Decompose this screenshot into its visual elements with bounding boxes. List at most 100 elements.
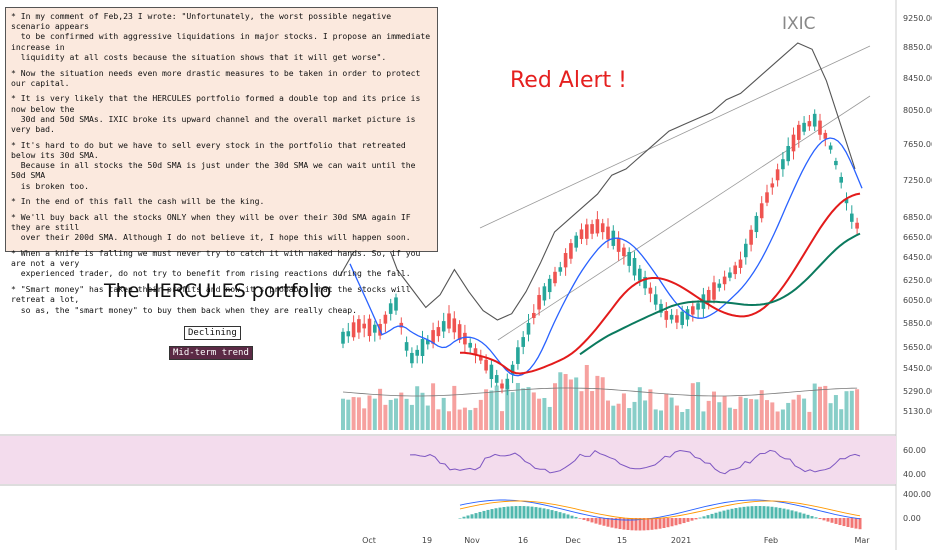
candle-body bbox=[706, 289, 711, 303]
candle-body bbox=[797, 124, 801, 140]
macd-histogram-bar bbox=[762, 506, 766, 519]
candle-body bbox=[500, 383, 504, 389]
candle-body bbox=[404, 342, 409, 351]
macd-histogram-bar bbox=[786, 509, 790, 519]
candle-body bbox=[828, 145, 833, 150]
macd-histogram-bar bbox=[810, 516, 814, 519]
volume-bar bbox=[833, 395, 838, 430]
volume-bar bbox=[765, 400, 769, 430]
volume-bar bbox=[839, 409, 844, 430]
volume-bar bbox=[828, 403, 833, 430]
candle-body bbox=[627, 251, 631, 266]
volume-bar bbox=[674, 405, 679, 430]
comment-8: * "Smart money" has taken their profits … bbox=[11, 284, 411, 315]
candle-body bbox=[802, 122, 806, 132]
candle-body bbox=[351, 322, 356, 338]
macd-histogram-bar bbox=[710, 513, 714, 519]
volume-bar bbox=[770, 402, 775, 430]
volume-bar bbox=[383, 404, 388, 430]
macd-histogram-bar bbox=[850, 518, 854, 528]
candle-body bbox=[505, 378, 510, 389]
candlesticks bbox=[341, 109, 859, 396]
comment-box: * In my comment of Feb,23 I wrote: "Unfo… bbox=[5, 7, 438, 315]
volume-bar bbox=[722, 396, 727, 430]
macd-histogram-bar bbox=[574, 516, 578, 519]
candle-body bbox=[632, 258, 637, 276]
candle-body bbox=[542, 286, 547, 301]
trend-badge: Mid-term trend bbox=[169, 346, 253, 360]
comment-2: * Now the situation needs even more dras… bbox=[11, 67, 426, 88]
time-tick-label: Feb bbox=[764, 536, 778, 545]
volume-bar bbox=[447, 411, 451, 430]
macd-histogram-bar bbox=[730, 508, 734, 519]
macd-histogram-bar bbox=[774, 507, 778, 519]
candle-body bbox=[346, 331, 351, 337]
candle-body bbox=[484, 359, 488, 371]
candle-body bbox=[574, 235, 578, 248]
candle-body bbox=[680, 311, 684, 325]
macd-histogram-bar bbox=[802, 513, 806, 519]
volume-bar bbox=[367, 395, 372, 430]
macd-histogram-bar bbox=[742, 506, 746, 519]
macd-histogram-bar bbox=[798, 512, 802, 519]
macd-histogram-bar bbox=[582, 518, 586, 520]
candle-body bbox=[839, 176, 843, 183]
macd-histogram-bar bbox=[474, 513, 478, 519]
macd-histogram-bar bbox=[738, 507, 742, 519]
red-alert-label: Red Alert ! bbox=[510, 68, 627, 93]
candle-body bbox=[781, 159, 785, 170]
macd-histogram-bar bbox=[818, 518, 822, 520]
volume-bar bbox=[372, 398, 377, 430]
candle-body bbox=[468, 342, 472, 348]
macd-histogram-bar bbox=[538, 507, 542, 519]
macd-histogram-bar bbox=[518, 506, 522, 519]
ixic-line bbox=[339, 42, 856, 321]
candle-body bbox=[436, 327, 441, 337]
macd-histogram-bar bbox=[642, 518, 646, 531]
volume-bar bbox=[600, 377, 605, 430]
candle-body bbox=[728, 272, 732, 278]
candle-body bbox=[759, 203, 764, 219]
volume-bar bbox=[526, 387, 531, 430]
macd-histogram-bar bbox=[542, 508, 546, 519]
candle-body bbox=[547, 278, 552, 293]
macd-histogram-bar bbox=[702, 516, 706, 519]
candle-body bbox=[669, 314, 674, 320]
volume-bar bbox=[521, 388, 526, 430]
time-tick-label: Dec bbox=[565, 536, 580, 545]
candle-body bbox=[452, 318, 457, 333]
rsi-band bbox=[0, 436, 896, 484]
sma-slow bbox=[579, 232, 861, 356]
rsi-pane bbox=[0, 436, 896, 484]
time-tick-label: 19 bbox=[422, 536, 432, 545]
macd-histogram-bar bbox=[726, 509, 730, 519]
macd-histogram-bar bbox=[778, 507, 782, 519]
candle-body bbox=[457, 324, 462, 340]
candle-body bbox=[807, 121, 812, 127]
macd-histogram-bar bbox=[706, 515, 710, 519]
macd-histogram-bar bbox=[750, 506, 754, 519]
macd-histogram-bar bbox=[846, 518, 850, 527]
axes: 9250.00 8850.00 8450.00 8050.00 7650.00 7250.… bbox=[362, 14, 932, 545]
volume-bar bbox=[457, 409, 462, 430]
volume-bar bbox=[494, 385, 499, 430]
volume-bar bbox=[399, 392, 404, 430]
time-tick-label: 16 bbox=[518, 536, 528, 545]
macd-histogram-bar bbox=[654, 518, 658, 530]
macd-histogram-bar bbox=[486, 509, 490, 519]
candle-body bbox=[616, 237, 621, 252]
volume-bar bbox=[595, 375, 600, 430]
volume-bar bbox=[706, 400, 711, 430]
sma-mid bbox=[460, 192, 861, 375]
macd-histogram-bar bbox=[478, 511, 482, 519]
macd-histogram-bar bbox=[826, 518, 830, 522]
candle-body bbox=[765, 192, 769, 203]
macd-histogram-bar bbox=[822, 518, 826, 521]
price-tick-label: 6850.00 bbox=[903, 213, 932, 222]
macd-histogram-bar bbox=[670, 518, 674, 527]
macd-histogram-bar bbox=[718, 511, 722, 519]
candle-body bbox=[441, 321, 446, 332]
macd-histogram-bar bbox=[686, 518, 690, 522]
volume-bar bbox=[473, 407, 478, 430]
